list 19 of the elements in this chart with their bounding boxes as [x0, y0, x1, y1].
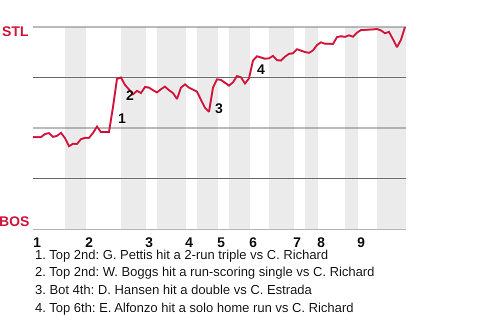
x-tick-label: 1: [33, 234, 42, 250]
annotation: 1: [118, 110, 126, 126]
x-tick-label: 5: [217, 234, 226, 250]
text: BOS: [0, 213, 30, 229]
x-tick-label: 2: [85, 234, 94, 250]
annotation: 3: [215, 100, 223, 116]
x-tick-label: 7: [293, 234, 302, 250]
x-tick-label: 8: [317, 234, 326, 250]
annotation: 2: [126, 87, 134, 103]
text: 3. Bot 4th: D. Hansen hit a double vs C. Estrada: [35, 282, 313, 297]
text: 4. Top 6th: E. Alfonzo hit a solo home run vs C. Richard: [35, 300, 354, 315]
x-tick-label: 4: [185, 234, 194, 250]
x-tick-label: 6: [249, 234, 258, 250]
text: 2. Top 2nd: W. Boggs hit a run-scoring single vs C. Richard: [35, 264, 374, 279]
text: STL: [2, 23, 29, 39]
text: 1. Top 2nd: G. Pettis hit a 2-run triple vs C. Richard: [35, 247, 328, 262]
x-tick-label: 9: [357, 234, 366, 250]
x-tick-label: 3: [145, 234, 154, 250]
annotation: 4: [257, 61, 265, 77]
